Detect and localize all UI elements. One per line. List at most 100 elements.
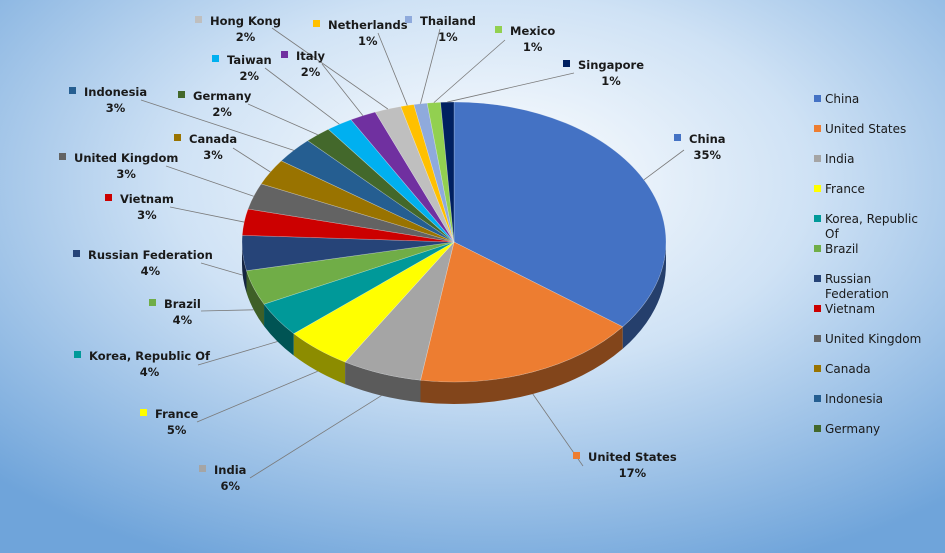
legend-entry-canada: Canada [825, 362, 871, 376]
pie-side-united-states [420, 326, 623, 404]
label-swatch-brazil [149, 299, 156, 306]
legend-swatch-india [814, 155, 821, 162]
pie-slice-mexico [426, 101, 455, 243]
data-label-name-vietnam: Vietnam [120, 192, 174, 206]
data-labels: China 35% United States 17% India 6% France 5% K… [59, 14, 726, 493]
pie-top [241, 101, 667, 383]
label-swatch-united-states [573, 452, 580, 459]
legend-swatch-indonesia [814, 395, 821, 402]
pie-depth [242, 242, 666, 404]
label-swatch-indonesia [69, 87, 76, 94]
data-label-value-canada: 3% [203, 148, 223, 162]
legend: China United States India France Korea, Repu… [814, 92, 921, 436]
data-label-name-indonesia: Indonesia [84, 85, 147, 99]
label-swatch-united-kingdom [59, 153, 66, 160]
label-swatch-singapore [563, 60, 570, 67]
leader-line-korea-republic-of [197, 341, 278, 366]
data-label-value-united-kingdom: 3% [116, 167, 136, 181]
pie-slice-china [453, 101, 667, 328]
leader-line-mexico [433, 39, 506, 103]
label-swatch-italy [281, 51, 288, 58]
leader-line-italy [321, 63, 364, 116]
legend-entry-russian-federation: Russian [825, 272, 871, 286]
legend-swatch-united-states [814, 125, 821, 132]
data-label-name-china: China [689, 132, 726, 146]
data-label-value-mexico: 1% [523, 40, 543, 54]
legend-entry-india: India [825, 152, 854, 166]
leader-line-thailand [420, 28, 441, 104]
label-swatch-vietnam [105, 194, 112, 201]
legend-entry-russian-federation-line-2: Federation [825, 287, 889, 301]
data-label-value-singapore: 1% [601, 74, 621, 88]
leader-line-france [196, 370, 318, 423]
pie-slice-korea-republic-of [263, 241, 455, 335]
legend-swatch-brazil [814, 245, 821, 252]
data-label-value-korea-republic-of: 4% [140, 365, 160, 379]
data-label-name-netherlands: Netherlands [328, 18, 408, 32]
data-label-value-vietnam: 3% [137, 208, 157, 222]
data-label-value-united-states: 17% [619, 466, 647, 480]
legend-entry-germany: Germany [825, 422, 880, 436]
legend-swatch-france [814, 185, 821, 192]
data-label-name-italy: Italy [296, 49, 325, 63]
pie-slice-russian-federation [241, 235, 455, 272]
data-label-name-russian-federation: Russian Federation [88, 248, 213, 262]
label-swatch-netherlands [313, 20, 320, 27]
pie-slice-united-kingdom [247, 183, 455, 243]
leader-line-russian-federation [200, 262, 243, 276]
label-swatch-china [674, 134, 681, 141]
data-label-name-mexico: Mexico [510, 24, 555, 38]
label-swatch-russian-federation [73, 250, 80, 257]
data-label-value-taiwan: 2% [240, 69, 260, 83]
label-swatch-germany [178, 91, 185, 98]
leader-lines [140, 27, 685, 479]
legend-entry-korea-republic-of-line-2: Of [825, 227, 839, 241]
pie-slice-hong-kong [374, 106, 455, 243]
data-label-name-united-kingdom: United Kingdom [74, 151, 178, 165]
pie-slice-united-states [420, 241, 624, 383]
data-label-name-hong-kong: Hong Kong [210, 14, 281, 28]
legend-entry-korea-republic-of: Korea, Republic [825, 212, 918, 226]
pie-slice-taiwan [327, 119, 455, 243]
leader-line-hong-kong [271, 27, 389, 110]
pie-side-korea-republic-of [264, 304, 294, 356]
data-label-value-brazil: 4% [173, 313, 193, 327]
pie-slice-singapore [440, 101, 455, 243]
legend-entry-france: France [825, 182, 865, 196]
data-label-name-germany: Germany [193, 89, 252, 103]
pie-slice-france [293, 241, 455, 363]
pie-side-india [345, 362, 421, 403]
data-label-value-hong-kong: 2% [236, 30, 256, 44]
data-label-name-thailand: Thailand [420, 14, 476, 28]
legend-swatch-russian-federation [814, 275, 821, 282]
data-label-name-taiwan: Taiwan [227, 53, 272, 67]
pie-slice-canada [260, 160, 455, 243]
leader-line-canada [232, 147, 271, 173]
leader-line-singapore [447, 72, 575, 103]
data-label-name-korea-republic-of: Korea, Republic Of [89, 349, 211, 363]
label-swatch-korea-republic-of [74, 351, 81, 358]
label-swatch-canada [174, 134, 181, 141]
pie-side-russian-federation [242, 242, 247, 293]
legend-entry-united-states: United States [825, 122, 906, 136]
leader-line-germany [247, 103, 318, 136]
legend-entry-indonesia: Indonesia [825, 392, 883, 406]
legend-swatch-united-kingdom [814, 335, 821, 342]
pie-slice-vietnam [241, 208, 455, 243]
label-swatch-hong-kong [195, 16, 202, 23]
leader-line-indonesia [140, 99, 294, 151]
data-label-name-united-states: United States [588, 450, 677, 464]
leader-line-brazil [200, 309, 254, 312]
label-swatch-france [140, 409, 147, 416]
leader-line-netherlands [377, 32, 408, 106]
legend-entry-brazil: Brazil [825, 242, 859, 256]
legend-swatch-korea-republic-of [814, 215, 821, 222]
data-label-value-france: 5% [167, 423, 187, 437]
data-label-value-china: 35% [694, 148, 722, 162]
legend-entry-china: China [825, 92, 859, 106]
legend-entry-united-kingdom: United Kingdom [825, 332, 921, 346]
pie-slice-netherlands [400, 104, 455, 243]
data-label-value-thailand: 1% [438, 30, 458, 44]
